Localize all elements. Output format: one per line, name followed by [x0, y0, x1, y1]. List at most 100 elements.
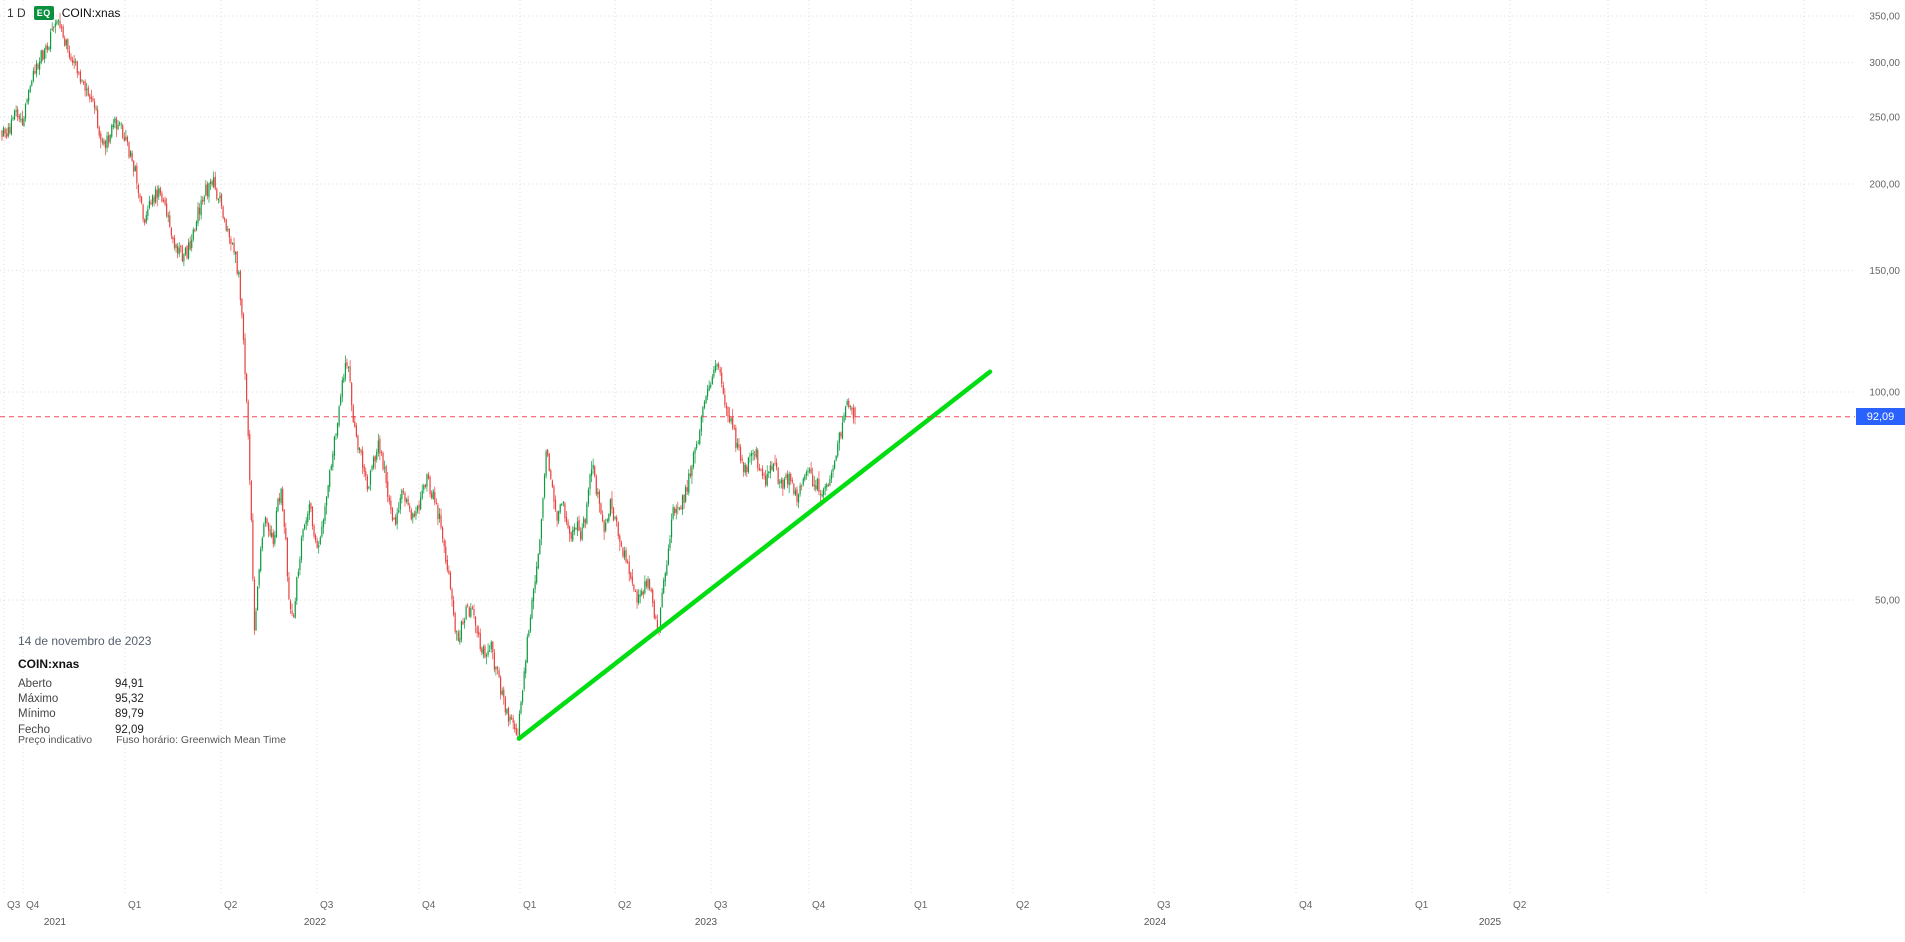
candle-body[interactable]: [432, 490, 434, 499]
candle-body[interactable]: [333, 436, 336, 456]
candle-body[interactable]: [156, 189, 158, 198]
candle-body[interactable]: [460, 621, 463, 640]
candle-body[interactable]: [790, 473, 792, 481]
candle-body[interactable]: [605, 522, 607, 531]
candle-body[interactable]: [35, 63, 38, 74]
candle-body[interactable]: [487, 650, 489, 655]
candle-body[interactable]: [126, 136, 129, 143]
candle-body[interactable]: [344, 363, 346, 379]
candle-body[interactable]: [90, 97, 92, 100]
candle-body[interactable]: [288, 577, 290, 599]
candle-body[interactable]: [498, 670, 500, 677]
candle-body[interactable]: [139, 194, 141, 198]
candle-body[interactable]: [228, 229, 230, 238]
candle-body[interactable]: [349, 366, 351, 382]
candle-body[interactable]: [727, 407, 729, 417]
annotations-layer[interactable]: [0, 369, 1855, 741]
candle-body[interactable]: [511, 717, 513, 720]
candle-body[interactable]: [313, 525, 315, 537]
candle-body[interactable]: [796, 489, 798, 502]
candle-body[interactable]: [484, 646, 486, 658]
candle-body[interactable]: [816, 478, 818, 490]
candle-body[interactable]: [689, 473, 691, 476]
candle-body[interactable]: [561, 504, 563, 506]
candle-body[interactable]: [489, 650, 491, 652]
candle-body[interactable]: [468, 607, 470, 617]
candle-body[interactable]: [520, 701, 522, 714]
candle-body[interactable]: [521, 690, 524, 702]
candle-body[interactable]: [536, 566, 538, 583]
candle-body[interactable]: [645, 580, 648, 587]
candle-body[interactable]: [749, 455, 751, 457]
candle-body[interactable]: [73, 60, 75, 64]
candle-body[interactable]: [664, 573, 666, 582]
candle-body[interactable]: [119, 122, 121, 124]
candle-body[interactable]: [421, 490, 423, 498]
candle-body[interactable]: [595, 476, 597, 495]
candle-body[interactable]: [366, 476, 368, 490]
candle-body[interactable]: [236, 251, 238, 274]
candle-body[interactable]: [456, 631, 458, 633]
candle-body[interactable]: [592, 464, 594, 469]
candle-body[interactable]: [434, 492, 436, 503]
candle-body[interactable]: [170, 227, 172, 236]
candle-body[interactable]: [133, 161, 135, 172]
candle-body[interactable]: [213, 177, 215, 187]
candle-body[interactable]: [98, 127, 100, 136]
candle-body[interactable]: [819, 493, 822, 496]
candle-body[interactable]: [558, 511, 560, 522]
candle-body[interactable]: [65, 39, 67, 46]
candle-body[interactable]: [678, 508, 680, 510]
candle-body[interactable]: [493, 652, 495, 670]
candle-body[interactable]: [675, 509, 677, 513]
candle-body[interactable]: [4, 129, 6, 134]
candle-body[interactable]: [106, 135, 108, 149]
candle-body[interactable]: [354, 421, 356, 427]
candle-body[interactable]: [669, 539, 671, 549]
candle-body[interactable]: [51, 28, 53, 31]
candle-body[interactable]: [142, 204, 144, 220]
candle-body[interactable]: [21, 118, 23, 125]
candle-body[interactable]: [241, 298, 243, 315]
candle-body[interactable]: [587, 489, 590, 504]
candle-body[interactable]: [75, 61, 77, 63]
candle-body[interactable]: [78, 72, 80, 74]
candle-body[interactable]: [785, 474, 787, 478]
candle-body[interactable]: [214, 176, 216, 189]
candle-body[interactable]: [838, 432, 840, 444]
candle-body[interactable]: [512, 718, 514, 723]
candle-body[interactable]: [711, 376, 713, 384]
candle-body[interactable]: [319, 537, 321, 545]
candle-body[interactable]: [636, 591, 638, 603]
candle-body[interactable]: [744, 464, 746, 473]
candle-body[interactable]: [435, 502, 437, 504]
candle-body[interactable]: [622, 547, 624, 557]
candle-body[interactable]: [293, 615, 295, 617]
candle-body[interactable]: [81, 80, 83, 82]
candle-body[interactable]: [482, 646, 484, 655]
candle-body[interactable]: [523, 671, 525, 690]
candle-body[interactable]: [239, 271, 241, 300]
candle-body[interactable]: [40, 50, 42, 63]
candle-body[interactable]: [688, 473, 690, 493]
candle-body[interactable]: [777, 467, 779, 484]
candle-body[interactable]: [490, 642, 492, 650]
candle-body[interactable]: [666, 564, 668, 575]
candle-body[interactable]: [677, 507, 679, 509]
candle-body[interactable]: [653, 601, 655, 618]
candle-body[interactable]: [766, 473, 768, 486]
candle-body[interactable]: [169, 215, 171, 227]
candle-body[interactable]: [812, 474, 814, 487]
candle-body[interactable]: [97, 109, 99, 128]
candle-body[interactable]: [791, 480, 793, 483]
candle-body[interactable]: [705, 396, 707, 403]
candle-body[interactable]: [235, 252, 237, 255]
candle-body[interactable]: [407, 498, 409, 505]
candle-body[interactable]: [584, 519, 586, 523]
candle-body[interactable]: [29, 86, 31, 92]
candle-body[interactable]: [539, 539, 541, 554]
candle-body[interactable]: [722, 385, 724, 394]
candle-body[interactable]: [231, 243, 234, 245]
candle-body[interactable]: [184, 247, 187, 255]
candle-body[interactable]: [627, 561, 629, 563]
